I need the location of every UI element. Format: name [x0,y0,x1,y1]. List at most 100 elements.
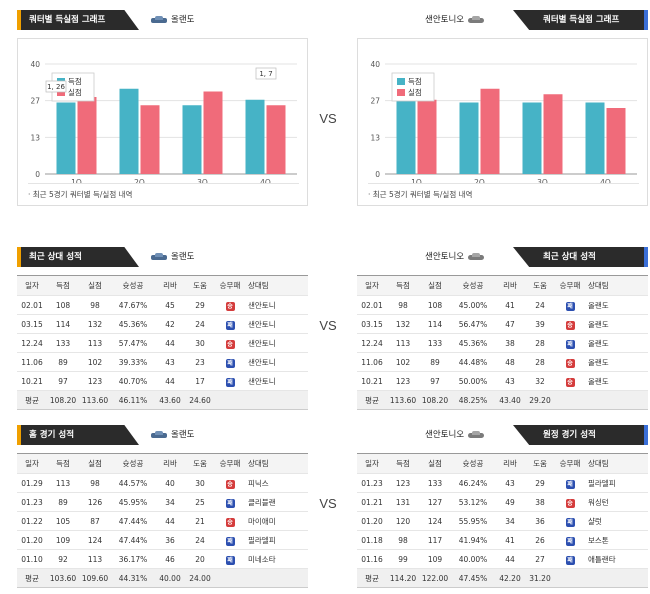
table-row: 01.29 113 98 44.57% 40 30 승 피닉스 [17,474,308,493]
table-cell: 109 [55,536,71,545]
table-cell: 108 [427,301,443,310]
average-cell: 114.20 [389,574,417,583]
column-header: 일자 [365,281,379,290]
table-cell: 28 [535,339,545,348]
column-header: 승무패 [219,281,241,290]
table-cell: 승 [215,334,245,352]
table-cell: 올랜도 [588,358,609,367]
table-cell: 124 [87,536,103,545]
table-cell: 98 [398,301,408,310]
table-cell: 123 [395,479,411,488]
bar-score [182,105,202,174]
table-cell: 131 [395,498,411,507]
table-cell: 36.17% [118,555,148,564]
table-cell: 01.18 [361,536,383,545]
table-cell: 패 [555,531,585,549]
table-cell: 114 [427,320,443,329]
table-cell: 47.67% [118,301,148,310]
stats-table: 일자 득점 실점 슛성공 리바 도움 승무패 상대팀 01.23 123 133 46.24% 43 29… [357,453,648,588]
table-cell: 패 [215,372,245,390]
column-header: 도움 [533,459,547,468]
table-cell: 마이애미 [248,517,276,526]
average-row: 평균 113.60 108.20 48.25% 43.40 29.20 [357,391,648,410]
vs-label: VS [319,318,337,333]
table-cell: 44.48% [458,358,488,367]
table-cell: 올랜도 [588,339,609,348]
table-cell: 30 [195,339,205,348]
table-cell: 승 [555,315,585,333]
bar-score [585,102,605,174]
table-cell: 패 [215,315,245,333]
table-cell: 113 [395,339,411,348]
table-row: 01.23 89 126 45.95% 34 25 패 클리블랜 [17,493,308,512]
table-cell: 26 [535,536,545,545]
table-cell: 24 [535,301,545,310]
x-tick-label: 3Q [197,178,208,184]
average-cell: 31.20 [529,574,551,583]
loss-badge-icon: 패 [565,339,575,349]
average-cell: 44.31% [118,574,148,583]
table-cell: 102 [87,358,103,367]
table-header-row: 일자 득점 실점 슛성공 리바 도움 승무패 상대팀 [17,276,308,296]
win-badge-icon: 승 [565,320,575,330]
table-cell: 샌안토니 [248,377,276,386]
average-cell: 113.60 [81,396,109,405]
average-cell: 47.45% [458,574,488,583]
table-cell: 30 [195,479,205,488]
table-cell: 02.01 [361,301,383,310]
table-cell: 03.15 [361,320,383,329]
team-logo-icon [151,253,167,261]
table-cell: 105 [55,517,71,526]
win-badge-icon: 승 [565,358,575,368]
column-header: 슛성공 [462,459,484,468]
column-header: 도움 [193,281,207,290]
table-cell: 127 [427,498,443,507]
team-label: 샌안토니오 [425,247,485,267]
average-cell: 113.60 [389,396,417,405]
team-name: 샌안토니오 [425,15,465,25]
table-cell: 11.06 [21,358,43,367]
table-row: 01.16 99 109 40.00% 44 27 패 애틀랜타 [357,550,648,569]
chart-note: · 최근 5경기 쿼터별 득/실점 내역 [368,183,639,205]
quarter-panel-left: 쿼터별 득실점 그래프 올랜도 0 13 27 40 1Q 2Q 3Q 4Q 득점 실점 1, 26… [17,10,308,206]
table-cell: 113 [55,479,71,488]
section-header: 샌안토니오 최근 상대 성적 [357,247,648,267]
table-cell: 92 [58,555,68,564]
table-row: 02.01 98 108 45.00% 41 24 패 올랜도 [357,296,648,315]
average-cell [555,569,585,587]
average-cell: 43.40 [499,396,521,405]
table-cell: 123 [395,377,411,386]
win-badge-icon: 승 [225,301,235,311]
win-badge-icon: 승 [225,339,235,349]
table-cell: 133 [427,479,443,488]
loss-badge-icon: 패 [565,479,575,489]
table-row: 02.01 108 98 47.67% 45 29 승 샌안토니 [17,296,308,315]
legend-swatch [397,89,405,96]
table-cell: 45 [165,301,175,310]
table-cell: 피닉스 [248,479,269,488]
table-row: 01.21 131 127 53.12% 49 38 승 워싱턴 [357,493,648,512]
table-cell: 샬럿 [588,517,602,526]
column-header: 리바 [163,281,177,290]
table-cell: 24 [195,536,205,545]
bar-allowed [203,91,223,174]
section-header: 샌안토니오 원정 경기 성적 [357,425,648,445]
bar-score [56,102,76,174]
table-cell: 03.15 [21,320,43,329]
column-header: 득점 [56,459,70,468]
column-header: 상대팀 [248,459,269,468]
table-cell: 124 [427,517,443,526]
bar-allowed [480,88,500,174]
table-cell: 워싱턴 [588,498,609,507]
table-cell: 01.20 [21,536,43,545]
table-header-row: 일자 득점 실점 슛성공 리바 도움 승무패 상대팀 [357,454,648,474]
table-cell: 97 [430,377,440,386]
table-cell: 클리블랜 [248,498,276,507]
column-header: 상대팀 [248,281,269,290]
column-header: 승무패 [559,459,581,468]
table-cell: 17 [195,377,205,386]
average-cell [585,391,628,409]
x-tick-label: 2Q [134,178,145,184]
table-cell: 109 [427,555,443,564]
table-cell: 애틀랜타 [588,555,616,564]
